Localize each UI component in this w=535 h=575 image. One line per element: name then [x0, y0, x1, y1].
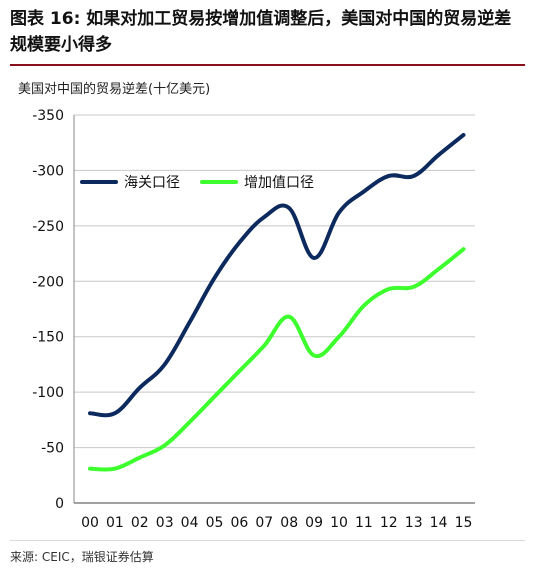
- y-tick-label: -250: [32, 219, 64, 235]
- x-tick-label: 11: [355, 515, 373, 531]
- x-tick-label: 14: [430, 515, 448, 531]
- x-tick-label: 09: [305, 515, 323, 531]
- x-tick-label: 15: [455, 515, 473, 531]
- x-tick-label: 06: [230, 515, 248, 531]
- x-tick-label: 02: [131, 515, 149, 531]
- title-divider: [10, 64, 525, 66]
- x-tick-label: 10: [330, 515, 348, 531]
- source-divider: [10, 540, 525, 541]
- series-line-1: [88, 132, 466, 418]
- chart-title: 图表 16: 如果对加工贸易按增加值调整后，美国对中国的贸易逆差规模要小得多: [10, 9, 512, 55]
- y-tick-label: -300: [32, 163, 64, 179]
- x-tick-label: 13: [405, 515, 423, 531]
- x-tick-label: 04: [181, 515, 199, 531]
- y-tick-label: -50: [41, 441, 64, 457]
- x-tick-label: 05: [206, 515, 224, 531]
- legend-label-2: 增加值口径: [244, 175, 314, 191]
- y-axis-label: 美国对中国的贸易逆差(十亿美元): [18, 82, 211, 97]
- x-tick-label: 01: [106, 515, 124, 531]
- y-tick-label: -150: [32, 330, 64, 346]
- x-tick-label: 03: [156, 515, 174, 531]
- x-tick-label: 07: [255, 515, 273, 531]
- y-tick-label: 0: [55, 496, 64, 512]
- y-tick-label: -200: [32, 274, 64, 290]
- y-tick-label: -100: [32, 385, 64, 401]
- series-line-2: [88, 247, 466, 472]
- x-tick-label: 08: [280, 515, 298, 531]
- source-note: 来源: CEIC，瑞银证券估算: [10, 550, 154, 564]
- legend-label-1: 海关口径: [124, 175, 180, 191]
- x-tick-label: 00: [81, 515, 99, 531]
- y-tick-label: -350: [32, 108, 64, 124]
- x-tick-label: 12: [380, 515, 398, 531]
